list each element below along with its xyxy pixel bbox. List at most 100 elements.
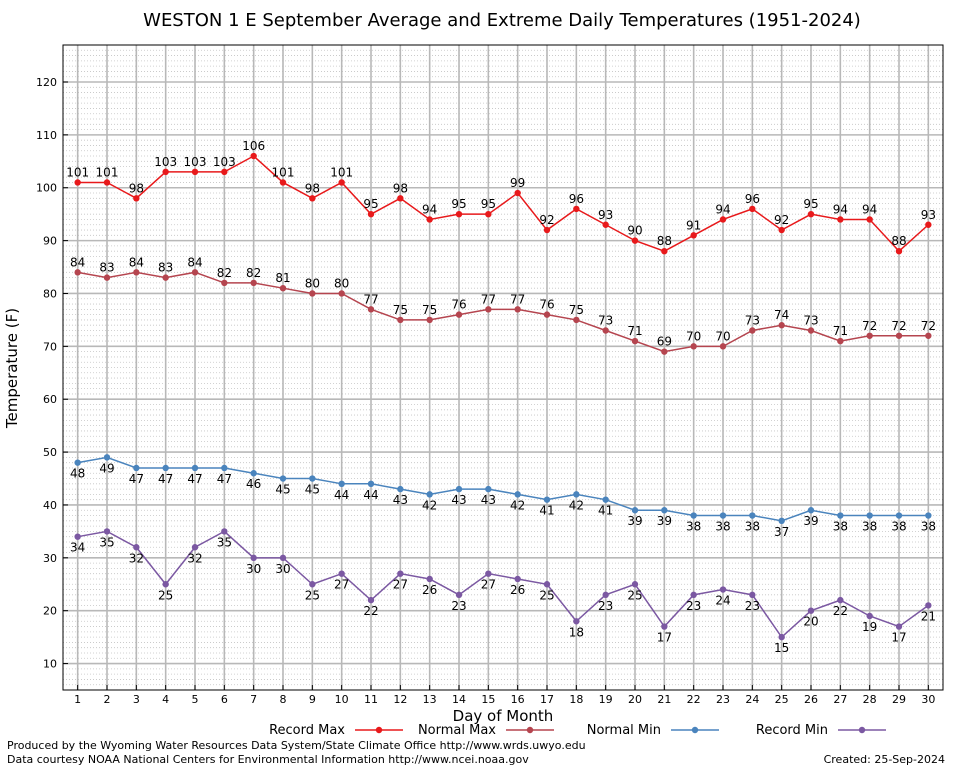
data-point xyxy=(543,581,551,588)
data-point xyxy=(133,269,140,276)
data-label: 99 xyxy=(510,176,525,190)
data-point xyxy=(925,512,932,519)
data-label: 46 xyxy=(246,477,261,491)
data-point xyxy=(485,306,492,313)
data-point xyxy=(866,216,873,223)
y-axis-title: Temperature (F) xyxy=(3,308,21,429)
data-label: 80 xyxy=(305,276,320,290)
y-tick-label: 80 xyxy=(43,287,57,300)
data-label: 34 xyxy=(70,541,85,555)
data-point xyxy=(426,491,433,498)
data-point xyxy=(397,570,404,577)
data-point xyxy=(749,512,756,519)
data-point xyxy=(309,581,316,588)
x-tick-label: 16 xyxy=(511,693,525,706)
data-label: 101 xyxy=(96,165,119,179)
data-label: 23 xyxy=(686,599,701,613)
data-point xyxy=(807,327,815,334)
data-point xyxy=(837,596,844,604)
data-label: 101 xyxy=(272,165,295,179)
data-label: 77 xyxy=(363,292,378,306)
x-tick-label: 4 xyxy=(162,693,169,706)
data-label: 22 xyxy=(363,604,378,618)
data-label: 74 xyxy=(774,308,789,322)
data-point xyxy=(514,306,521,313)
data-point xyxy=(338,179,345,186)
series-layer: 101 101 98 103 103 103 106 101 98 101 95 98 94 95 95 99… xyxy=(66,139,936,655)
data-label: 15 xyxy=(774,641,789,655)
x-tick-label: 8 xyxy=(280,693,287,706)
x-tick-label: 22 xyxy=(687,693,701,706)
data-point xyxy=(279,475,287,482)
data-label: 94 xyxy=(715,202,730,216)
data-point xyxy=(426,575,433,583)
data-label: 25 xyxy=(539,588,554,602)
y-axis-ticks: 10 20 30 40 50 60 70 80 90 100 110 120 xyxy=(36,76,68,671)
data-point xyxy=(661,247,668,255)
series-line xyxy=(77,155,929,253)
data-point xyxy=(514,575,521,583)
data-point xyxy=(250,470,257,477)
data-label: 27 xyxy=(334,578,349,592)
data-label: 47 xyxy=(187,472,202,486)
data-point xyxy=(279,554,287,562)
data-point xyxy=(631,237,639,244)
data-point xyxy=(103,179,111,186)
data-point xyxy=(485,485,492,493)
data-point xyxy=(133,195,140,202)
data-point xyxy=(895,512,903,519)
x-tick-label: 5 xyxy=(192,693,199,706)
data-label: 73 xyxy=(598,313,613,327)
data-label: 70 xyxy=(715,329,730,343)
data-point xyxy=(602,221,609,228)
data-label: 103 xyxy=(154,155,177,169)
credit-data-courtesy: Data courtesy NOAA National Centers for … xyxy=(7,753,529,766)
x-tick-label: 28 xyxy=(863,693,877,706)
series-line xyxy=(77,530,929,639)
data-label: 95 xyxy=(363,197,378,211)
data-label: 94 xyxy=(833,202,848,216)
data-label: 17 xyxy=(891,631,906,645)
data-label: 88 xyxy=(657,234,672,248)
data-point xyxy=(573,316,580,324)
data-point xyxy=(162,464,169,472)
data-label: 82 xyxy=(217,266,232,280)
data-label: 20 xyxy=(803,615,818,629)
data-label: 25 xyxy=(158,588,173,602)
data-point xyxy=(309,475,316,482)
data-point xyxy=(426,216,433,223)
data-label: 103 xyxy=(213,155,236,169)
data-point xyxy=(191,168,199,176)
data-point xyxy=(895,247,903,255)
data-point xyxy=(778,226,785,234)
data-point xyxy=(279,179,287,186)
data-label: 42 xyxy=(422,498,437,512)
data-point xyxy=(455,210,463,218)
x-tick-label: 6 xyxy=(221,693,228,706)
data-point xyxy=(690,512,697,519)
data-label: 25 xyxy=(305,588,320,602)
data-label: 32 xyxy=(129,551,144,565)
series-line xyxy=(77,271,929,353)
data-point xyxy=(221,464,228,472)
x-tick-label: 27 xyxy=(833,693,847,706)
data-label: 76 xyxy=(451,298,466,312)
data-label: 23 xyxy=(598,599,613,613)
data-point xyxy=(221,168,228,176)
legend: Record Max Normal Max Normal Min Record Min xyxy=(269,723,886,738)
y-tick-label: 20 xyxy=(43,605,57,618)
y-tick-label: 70 xyxy=(43,340,57,353)
data-point xyxy=(426,316,433,324)
data-point xyxy=(103,454,111,461)
y-tick-label: 50 xyxy=(43,446,57,459)
chart-title: WESTON 1 E September Average and Extreme… xyxy=(143,10,861,31)
series-normal-max: 84 83 84 83 84 82 82 81 80 80 77 75 75 76 77 77 76 75 73 71… xyxy=(70,255,936,355)
data-point xyxy=(895,332,903,339)
data-label: 48 xyxy=(70,467,85,481)
data-label: 39 xyxy=(657,514,672,528)
data-point xyxy=(837,512,844,519)
legend-label: Record Max xyxy=(269,723,345,738)
x-tick-label: 23 xyxy=(716,693,730,706)
x-tick-label: 24 xyxy=(745,693,759,706)
